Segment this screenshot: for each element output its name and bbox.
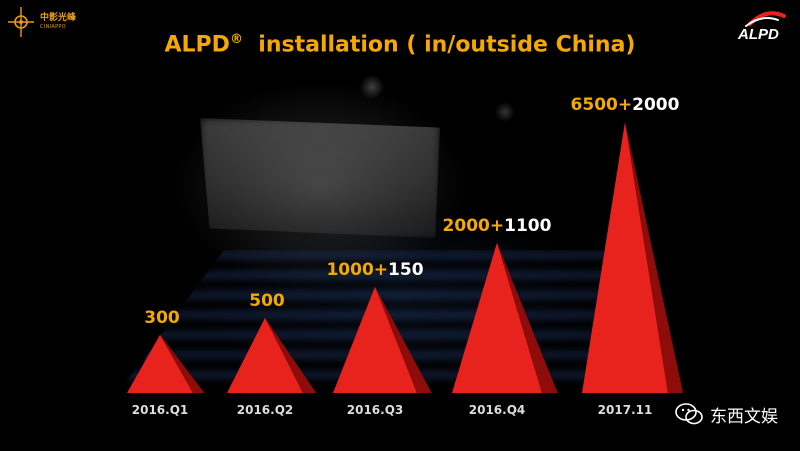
peak-2017.11 bbox=[582, 122, 668, 393]
title-rest: installation ( in/outside China) bbox=[258, 32, 636, 58]
peak-2016.Q1 bbox=[127, 334, 193, 393]
cinappo-logo: 中影光峰 CINIAPPO bbox=[6, 6, 76, 38]
china-value: 6500 bbox=[570, 95, 618, 115]
china-value: 500 bbox=[249, 290, 285, 311]
category-label-2016.Q1: 2016.Q1 bbox=[131, 403, 189, 417]
cinema-screen-backdrop bbox=[200, 118, 440, 238]
china-value: 1000 bbox=[326, 259, 374, 280]
plus-sign: + bbox=[617, 95, 633, 115]
alpd-logo: ALPD bbox=[732, 6, 792, 46]
plus-sign: + bbox=[373, 259, 389, 280]
outside-value: 150 bbox=[388, 259, 424, 280]
cinappo-emblem-icon bbox=[8, 7, 34, 37]
peak-shadow-2016.Q3 bbox=[375, 286, 432, 393]
value-label-2016.Q2: 500 bbox=[249, 291, 285, 311]
china-value: 300 bbox=[144, 307, 180, 328]
outside-value: 2000 bbox=[632, 95, 680, 115]
watermark-text: 东西文娱 bbox=[710, 406, 778, 427]
category-label-2017.11: 2017.11 bbox=[597, 403, 653, 417]
alpd-swoosh-icon bbox=[745, 11, 786, 27]
left-logo-english-name: CINIAPPO bbox=[40, 24, 66, 30]
title-registered-mark: ® bbox=[229, 32, 243, 47]
peak-shadow-2016.Q4 bbox=[497, 242, 558, 393]
peak-shadow-2016.Q2 bbox=[265, 317, 317, 393]
peak-shadow-2016.Q1 bbox=[160, 334, 205, 393]
wechat-icon bbox=[675, 403, 703, 425]
chart-title: ALPD® installation ( in/outside China) bbox=[0, 32, 800, 57]
left-logo-chinese-name: 中影光峰 bbox=[40, 13, 77, 23]
value-label-2017.11: 6500+2000 bbox=[571, 95, 680, 115]
outside-value: 1100 bbox=[504, 215, 552, 236]
title-alpd: ALPD bbox=[164, 32, 230, 58]
value-label-2016.Q3: 1000+150 bbox=[326, 260, 423, 280]
right-logo-name: ALPD bbox=[738, 26, 779, 43]
china-value: 2000 bbox=[442, 215, 490, 236]
peak-2016.Q4 bbox=[452, 242, 542, 393]
value-label-2016.Q1: 300 bbox=[144, 308, 180, 328]
plus-sign: + bbox=[489, 215, 505, 236]
value-label-2016.Q4: 2000+1100 bbox=[443, 216, 552, 236]
peak-2016.Q3 bbox=[333, 286, 417, 393]
peak-shadow-2017.11 bbox=[625, 122, 684, 393]
wechat-watermark: 东西文娱 bbox=[674, 401, 778, 427]
peak-2016.Q2 bbox=[227, 317, 303, 393]
category-label-2016.Q3: 2016.Q3 bbox=[346, 403, 404, 417]
category-label-2016.Q2: 2016.Q2 bbox=[236, 403, 294, 417]
category-label-2016.Q4: 2016.Q4 bbox=[468, 403, 526, 417]
